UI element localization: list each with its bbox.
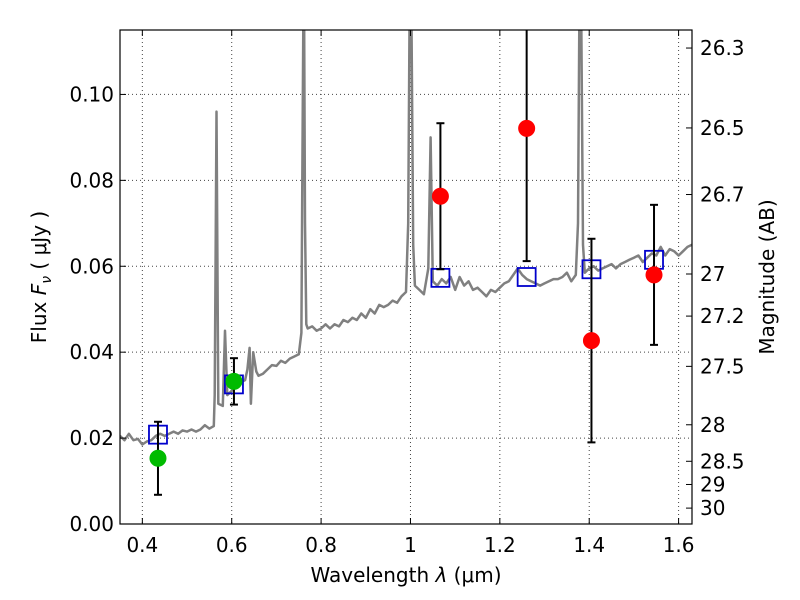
x-tick-label: 0.6 bbox=[216, 533, 248, 557]
x-tick-label: 1 bbox=[404, 533, 417, 557]
mag-tick-label: 27.5 bbox=[700, 354, 745, 378]
observed-point bbox=[582, 332, 600, 350]
observed-point bbox=[431, 187, 449, 205]
y-tick-label: 0.00 bbox=[69, 512, 114, 536]
tick-labels: 0.4 0.6 0.8 1 1.2 1.4 1.6 0.00 0.02 0.04 0.06 0.08 0… bbox=[69, 36, 744, 557]
mag-tick-label: 27 bbox=[700, 262, 725, 286]
y2-axis-label: Magnitude (AB) bbox=[755, 199, 779, 354]
mag-tick-label: 26.7 bbox=[700, 183, 745, 207]
mag-tick-label: 28.5 bbox=[700, 449, 745, 473]
x-tick-label: 1.6 bbox=[663, 533, 695, 557]
x-tick-label: 0.4 bbox=[126, 533, 158, 557]
spectrum-line bbox=[120, 30, 692, 446]
axis-ticks bbox=[120, 30, 692, 525]
mag-tick-label: 28 bbox=[700, 413, 725, 437]
mag-tick-label: 29 bbox=[700, 472, 725, 496]
mag-tick-label: 26.5 bbox=[700, 116, 745, 140]
y-tick-label: 0.02 bbox=[69, 426, 114, 450]
y-tick-label: 0.06 bbox=[69, 254, 114, 278]
x-tick-label: 1.4 bbox=[573, 533, 605, 557]
observed-point bbox=[645, 266, 663, 284]
y-tick-label: 0.04 bbox=[69, 340, 114, 364]
observed-point bbox=[518, 119, 536, 137]
model-photometry-square bbox=[516, 267, 537, 287]
observed-point bbox=[149, 449, 167, 467]
x-tick-label: 0.8 bbox=[305, 533, 337, 557]
y-tick-label: 0.10 bbox=[69, 82, 114, 106]
mag-tick-label: 30 bbox=[700, 496, 725, 520]
y-tick-label: 0.08 bbox=[69, 168, 114, 192]
mag-tick-label: 27.2 bbox=[700, 304, 745, 328]
observed-point bbox=[225, 372, 243, 390]
mag-tick-label: 26.3 bbox=[700, 36, 745, 60]
x-tick-label: 1.2 bbox=[484, 533, 516, 557]
plot-area bbox=[120, 30, 692, 496]
y-axis-label: Flux Fν ( μJy ) bbox=[27, 211, 55, 343]
x-axis-label: Wavelength λ (μm) bbox=[310, 563, 501, 587]
plot-frame bbox=[119, 29, 693, 525]
